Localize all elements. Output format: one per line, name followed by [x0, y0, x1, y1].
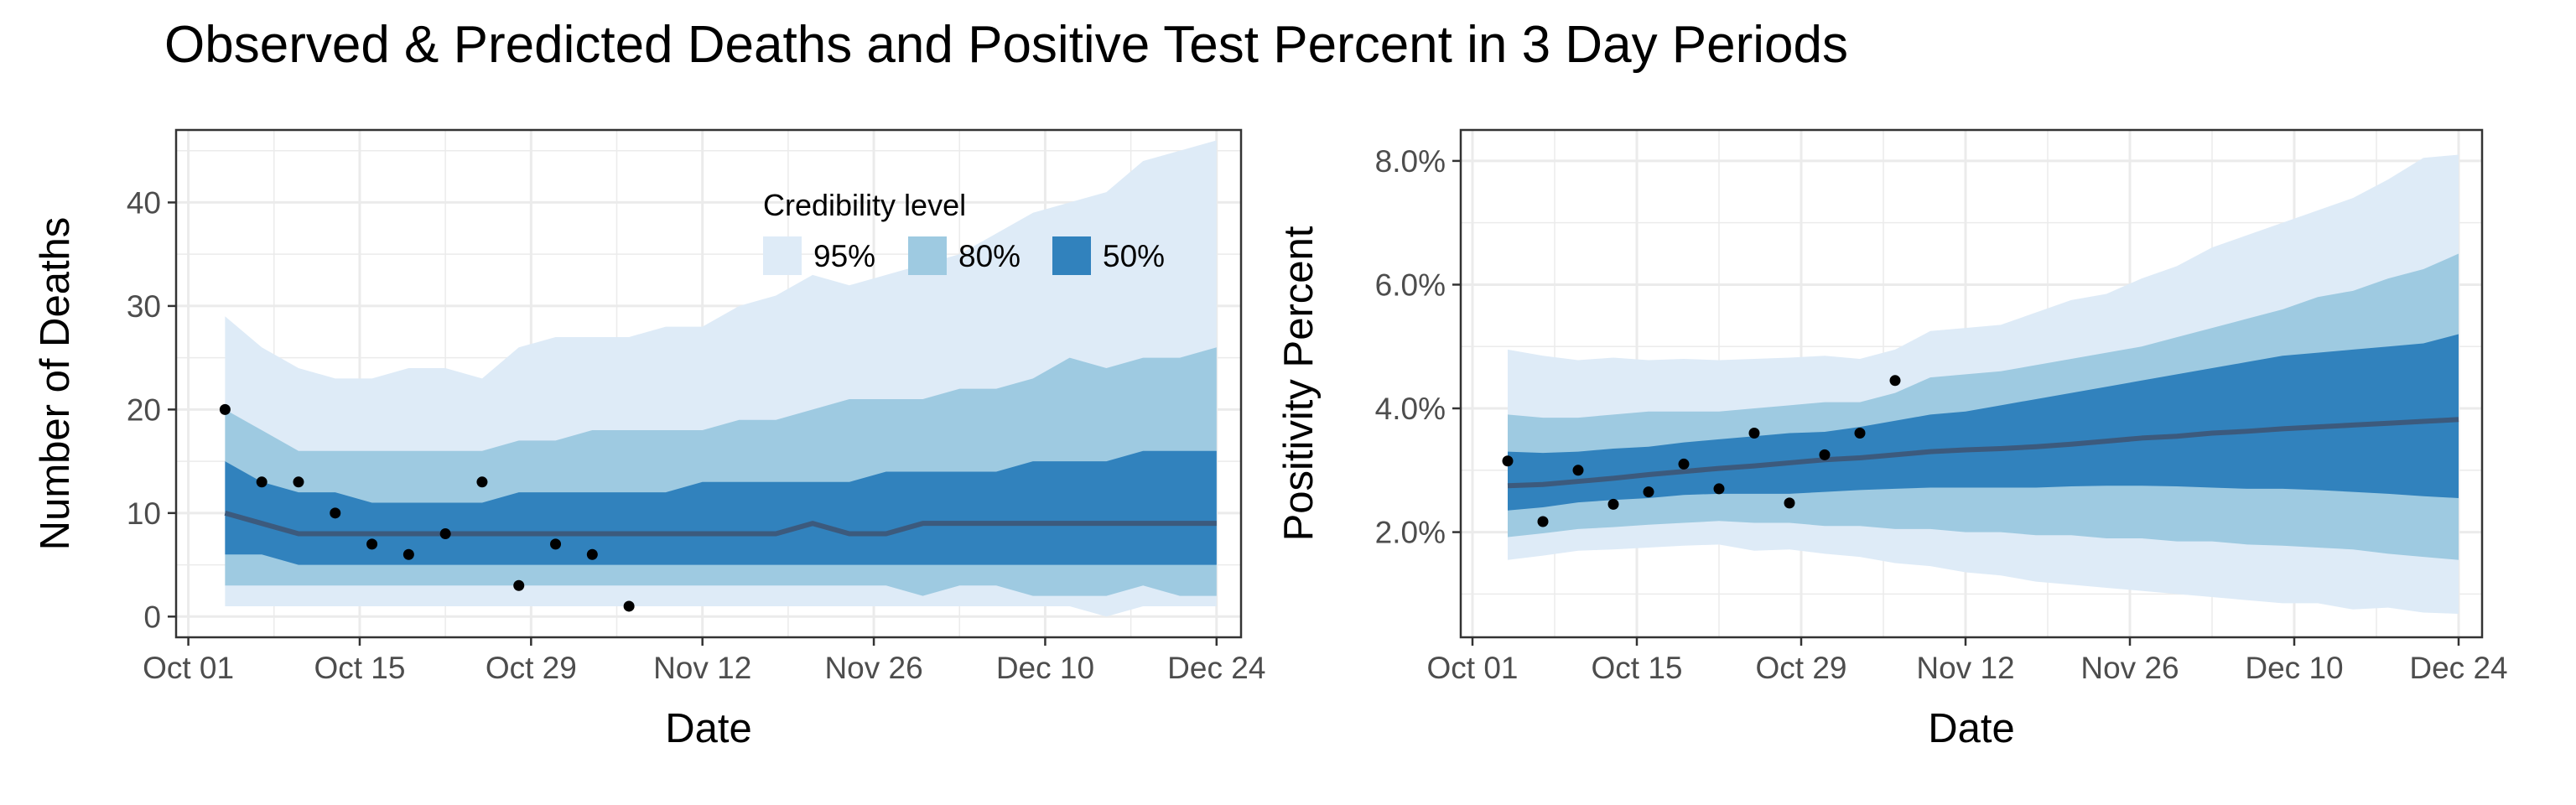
observed-point [1643, 486, 1654, 498]
legend: Credibility level 95% 80% 50% [763, 188, 1165, 275]
y-tick-label: 20 [127, 392, 161, 427]
observed-point [1889, 375, 1901, 387]
band-50 [225, 450, 1217, 565]
y-axis-label: Positivity Percent [1276, 226, 1322, 541]
x-tick-label: Dec 10 [996, 651, 1094, 685]
y-tick-label: 4.0% [1375, 392, 1446, 426]
y-tick-label: 40 [127, 185, 161, 220]
panel-deaths: Oct 01 Oct 15 Oct 29 Nov 12 Nov 26 Dec 10 Dec … [33, 128, 1265, 751]
x-tick-label: Oct 01 [1427, 651, 1519, 685]
x-tick-label: Oct 15 [314, 651, 405, 685]
legend-item: 80% [908, 236, 1021, 275]
observed-point [256, 476, 267, 488]
observed-point [1572, 465, 1584, 476]
legend-swatch [908, 236, 947, 275]
observed-point [1678, 458, 1690, 470]
x-tick-label: Oct 29 [1756, 651, 1847, 685]
y-tick-label: 6.0% [1375, 267, 1446, 302]
observed-point [402, 548, 414, 560]
observed-point [623, 600, 635, 612]
x-tick-label: Dec 24 [2409, 651, 2507, 685]
observed-point [1854, 428, 1866, 439]
legend-label: 95% [813, 239, 875, 273]
observed-point [1713, 483, 1725, 495]
observed-point [293, 476, 304, 488]
observed-point [1784, 497, 1795, 509]
observed-point [513, 579, 525, 591]
observed-point [439, 528, 451, 540]
legend-title: Credibility level [763, 188, 966, 222]
x-tick-label: Nov 26 [2080, 651, 2179, 685]
x-axis-label: Date [1928, 706, 2015, 751]
legend-label: 80% [958, 239, 1021, 273]
legend-item: 50% [1052, 236, 1165, 275]
panel-border [1459, 128, 2484, 639]
observed-point [1819, 449, 1831, 460]
legend-label: 50% [1103, 239, 1165, 273]
observed-point [1748, 428, 1760, 439]
legend-swatch [1052, 236, 1091, 275]
median-line [1507, 417, 2459, 489]
legend-item: 95% [763, 236, 875, 275]
observed-point [550, 538, 562, 550]
observed-point [1537, 516, 1549, 527]
observed-point [1502, 455, 1514, 467]
x-tick-label: Nov 26 [824, 651, 922, 685]
observed-point [476, 476, 488, 488]
median-line [224, 510, 1217, 537]
y-tick-label: 8.0% [1375, 144, 1446, 179]
y-tick-label: 10 [127, 496, 161, 531]
x-tick-label: Oct 01 [143, 651, 234, 685]
observed-point [366, 538, 378, 550]
observed-points [219, 403, 635, 612]
x-axis-label: Date [665, 706, 752, 751]
observed-points [1502, 375, 1901, 527]
x-tick-label: Dec 10 [2245, 651, 2343, 685]
chart-title: Observed & Predicted Deaths and Positive… [164, 16, 1849, 74]
y-tick-label: 30 [127, 289, 161, 324]
legend-swatch [763, 236, 802, 275]
x-tick-label: Nov 12 [1916, 651, 2014, 685]
panel-border [174, 128, 1243, 639]
observed-point [1607, 498, 1619, 510]
x-tick-label: Nov 12 [653, 651, 751, 685]
y-tick-label: 0 [143, 600, 161, 634]
observed-point [330, 507, 341, 519]
y-tick-label: 2.0% [1375, 516, 1446, 550]
observed-point [586, 548, 598, 560]
observed-point [219, 403, 231, 415]
x-tick-label: Oct 15 [1592, 651, 1683, 685]
panel-positivity: Oct 01 Oct 15 Oct 29 Nov 12 Nov 26 Dec 10 Dec … [1276, 128, 2508, 751]
x-tick-label: Oct 29 [486, 651, 577, 685]
x-tick-label: Dec 24 [1167, 651, 1265, 685]
y-axis-label: Number of Deaths [33, 217, 78, 551]
